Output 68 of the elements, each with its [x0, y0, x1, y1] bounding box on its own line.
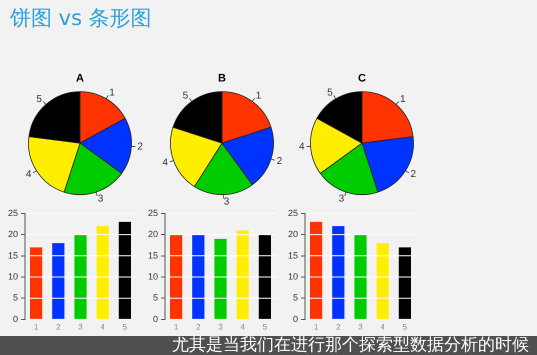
slice-label: 2	[410, 169, 417, 180]
y-tick-label: 15	[148, 250, 158, 260]
y-tick-label: 15	[288, 250, 298, 260]
x-tick-label: 4	[240, 322, 246, 332]
slice-label: 4	[299, 142, 306, 153]
y-tick-label: 25	[148, 208, 158, 218]
chart-title: A	[76, 72, 84, 85]
bar	[376, 243, 389, 319]
x-tick-label: 5	[262, 322, 268, 332]
y-tick-label: 0	[12, 314, 18, 324]
x-tick-label: 2	[56, 322, 62, 332]
x-tick-label: 3	[218, 322, 224, 332]
y-tick-label: 5	[152, 292, 158, 303]
bar	[192, 234, 204, 319]
bar	[118, 222, 132, 319]
slice-label: 4	[26, 169, 32, 180]
bar	[354, 234, 367, 319]
x-tick-label: 3	[358, 322, 364, 332]
y-tick-label: 0	[152, 314, 158, 324]
bar	[332, 226, 344, 319]
slice-label: 4	[162, 158, 168, 169]
y-tick-label: 0	[292, 314, 298, 324]
y-tick-label: 10	[148, 271, 158, 282]
bar	[214, 238, 227, 319]
x-tick-label: 5	[122, 322, 128, 332]
bar	[52, 243, 64, 319]
slice-label: 5	[182, 90, 189, 102]
y-tick-label: 25	[8, 208, 18, 218]
y-tick-label: 20	[288, 229, 298, 240]
slice-label: 3	[224, 196, 230, 208]
x-tick-label: 1	[174, 322, 179, 332]
y-tick-label: 20	[8, 229, 18, 240]
slice-label: 2	[276, 156, 283, 167]
chart-title: C	[358, 72, 366, 85]
chart-title: B	[218, 72, 226, 85]
y-tick-label: 5	[292, 292, 298, 303]
bar	[96, 226, 109, 319]
slice-label: 3	[338, 193, 345, 204]
y-tick-label: 25	[288, 208, 298, 218]
x-tick-label: 5	[402, 322, 408, 332]
bar	[170, 234, 182, 319]
bar	[30, 247, 42, 319]
y-tick-label: 10	[8, 271, 18, 282]
bar	[258, 234, 272, 319]
x-tick-label: 2	[336, 322, 342, 332]
text: 尤其是当我们在进行那个探索型数据分析的时候	[0, 335, 537, 355]
y-tick-label: 20	[148, 229, 158, 240]
text: 饼图 vs 条形图	[10, 5, 152, 32]
x-tick-label: 2	[196, 322, 202, 332]
x-tick-label: 1	[34, 322, 39, 332]
y-tick-label: 10	[288, 271, 298, 282]
slice-label: 1	[256, 90, 262, 102]
x-tick-label: 4	[380, 322, 386, 332]
bar	[236, 230, 249, 319]
bar	[310, 222, 322, 319]
slice-label: 1	[109, 87, 116, 98]
slice-label: 2	[137, 142, 144, 153]
slice-label: 1	[400, 94, 406, 105]
x-tick-label: 3	[78, 322, 84, 332]
slice-label: 3	[98, 193, 104, 204]
x-tick-label: 4	[100, 322, 106, 332]
slice-label: 5	[327, 87, 334, 98]
x-tick-label: 1	[314, 322, 319, 332]
bar	[74, 234, 87, 319]
y-tick-label: 5	[12, 292, 18, 303]
slice-label: 5	[36, 94, 42, 105]
y-tick-label: 15	[8, 250, 18, 260]
bar	[398, 247, 412, 319]
